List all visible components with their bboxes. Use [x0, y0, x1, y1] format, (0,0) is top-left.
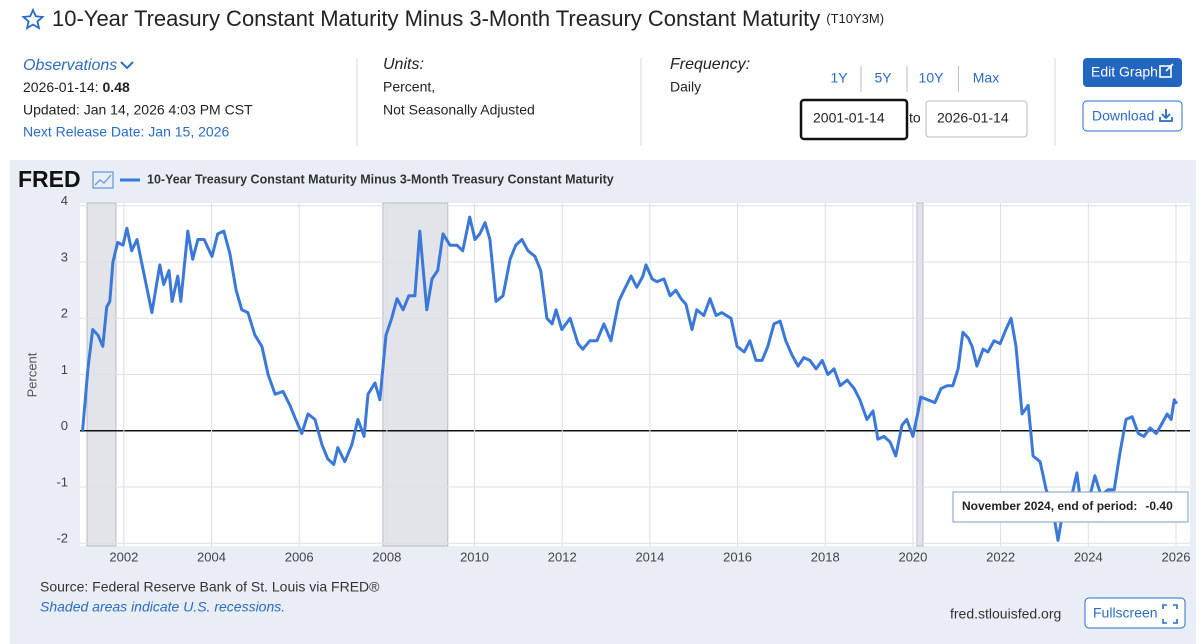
plot: -2 -1 0 1 2 3 4 2002 2004 2006 2008 2010 2012 2014 201…	[56, 193, 1190, 564]
title-text: 10-Year Treasury Constant Maturity Minus…	[52, 6, 820, 31]
x-tick-label: 2022	[986, 549, 1015, 564]
y-tick-label: -2	[56, 531, 68, 546]
x-tick-label: 2010	[460, 549, 489, 564]
x-tick-label: 2002	[109, 549, 138, 564]
site: fred.stlouisfed.org	[950, 606, 1061, 622]
end-date[interactable]: 2026-01-14	[937, 110, 1009, 126]
chevron[interactable]	[120, 61, 134, 70]
edit-icon	[1159, 63, 1174, 78]
x-tick-label: 2016	[723, 549, 752, 564]
series-title: 10-Year Treasury Constant Maturity Minus…	[52, 6, 884, 31]
y-tick-label: 2	[61, 306, 68, 321]
frequency-label: Frequency:	[670, 56, 750, 73]
range-buttons: 1Y 5Y 10Y Max	[830, 66, 999, 92]
tooltip-box	[952, 491, 1189, 523]
y-tick-label: 4	[61, 193, 68, 208]
range-button[interactable]: 1Y	[830, 70, 848, 86]
updated: Updated: Jan 14, 2026 4:03 PM CST	[23, 102, 253, 118]
fred-logo: FRED	[18, 166, 81, 192]
y-tick-label: 1	[61, 362, 68, 377]
obs-value: 0.48	[103, 79, 130, 95]
tooltip-label: November 2024, end of period:	[962, 499, 1137, 513]
source: Source: Federal Reserve Bank of St. Loui…	[40, 579, 380, 595]
latest-observation: 2026-01-14: 0.48	[23, 79, 130, 95]
x-tick-label: 2024	[1074, 549, 1103, 564]
fullscreen-button[interactable]	[1084, 597, 1186, 629]
recession-note: Shaded areas indicate U.S. recessions.	[40, 599, 285, 615]
x-tick-label: 2018	[811, 549, 840, 564]
x-tick-label: 2020	[898, 549, 927, 564]
start-date[interactable]: 2001-01-14	[813, 110, 885, 126]
units-line: Not Seasonally Adjusted	[383, 102, 535, 118]
range-button[interactable]: 10Y	[919, 70, 945, 86]
legend-label: 10-Year Treasury Constant Maturity Minus…	[147, 172, 614, 186]
end-date-input[interactable]	[925, 100, 1028, 138]
y-tick-label: -1	[56, 474, 68, 489]
units-label: Units:	[383, 56, 424, 73]
start-date-input[interactable]	[799, 98, 909, 141]
y-tick-label: 3	[61, 249, 68, 264]
edit-graph-label[interactable]: Edit Graph	[1091, 64, 1158, 80]
series-line	[81, 215, 1179, 542]
next-release[interactable]: Next Release Date: Jan 15, 2026	[23, 124, 229, 140]
range-separator: to	[909, 110, 921, 126]
favorite-star[interactable]	[21, 7, 45, 30]
x-tick-label: 2014	[635, 549, 664, 564]
x-tick-label: 2006	[285, 549, 314, 564]
legend: 10-Year Treasury Constant Maturity Minus…	[120, 172, 614, 186]
x-tick-label: 2012	[548, 549, 577, 564]
edit-graph-button[interactable]	[1083, 58, 1182, 87]
tooltip-value: -0.40	[1145, 499, 1173, 513]
units-line: Percent,	[383, 79, 435, 95]
x-tick-label: 2004	[197, 549, 226, 564]
x-tick-label: 2008	[372, 549, 401, 564]
y-tick-label: 0	[61, 418, 68, 433]
fullscreen-label[interactable]: Fullscreen	[1093, 605, 1158, 621]
series-id: (T10Y3M)	[826, 11, 884, 26]
download-button[interactable]	[1082, 100, 1183, 132]
fullscreen-icon	[1162, 604, 1178, 624]
download-label[interactable]: Download	[1092, 108, 1154, 124]
observations-link[interactable]: Observations	[23, 57, 117, 74]
graph-icon	[92, 171, 114, 189]
range-button[interactable]: 5Y	[874, 70, 892, 86]
x-tick-label: 2026	[1162, 549, 1191, 564]
tooltip: November 2024, end of period: -0.40	[962, 499, 1173, 513]
frequency-value: Daily	[670, 79, 701, 95]
download-icon	[1159, 109, 1173, 122]
y-axis-label: Percent	[24, 352, 39, 397]
range-button[interactable]: Max	[973, 70, 999, 86]
obs-date: 2026-01-14:	[23, 79, 99, 95]
